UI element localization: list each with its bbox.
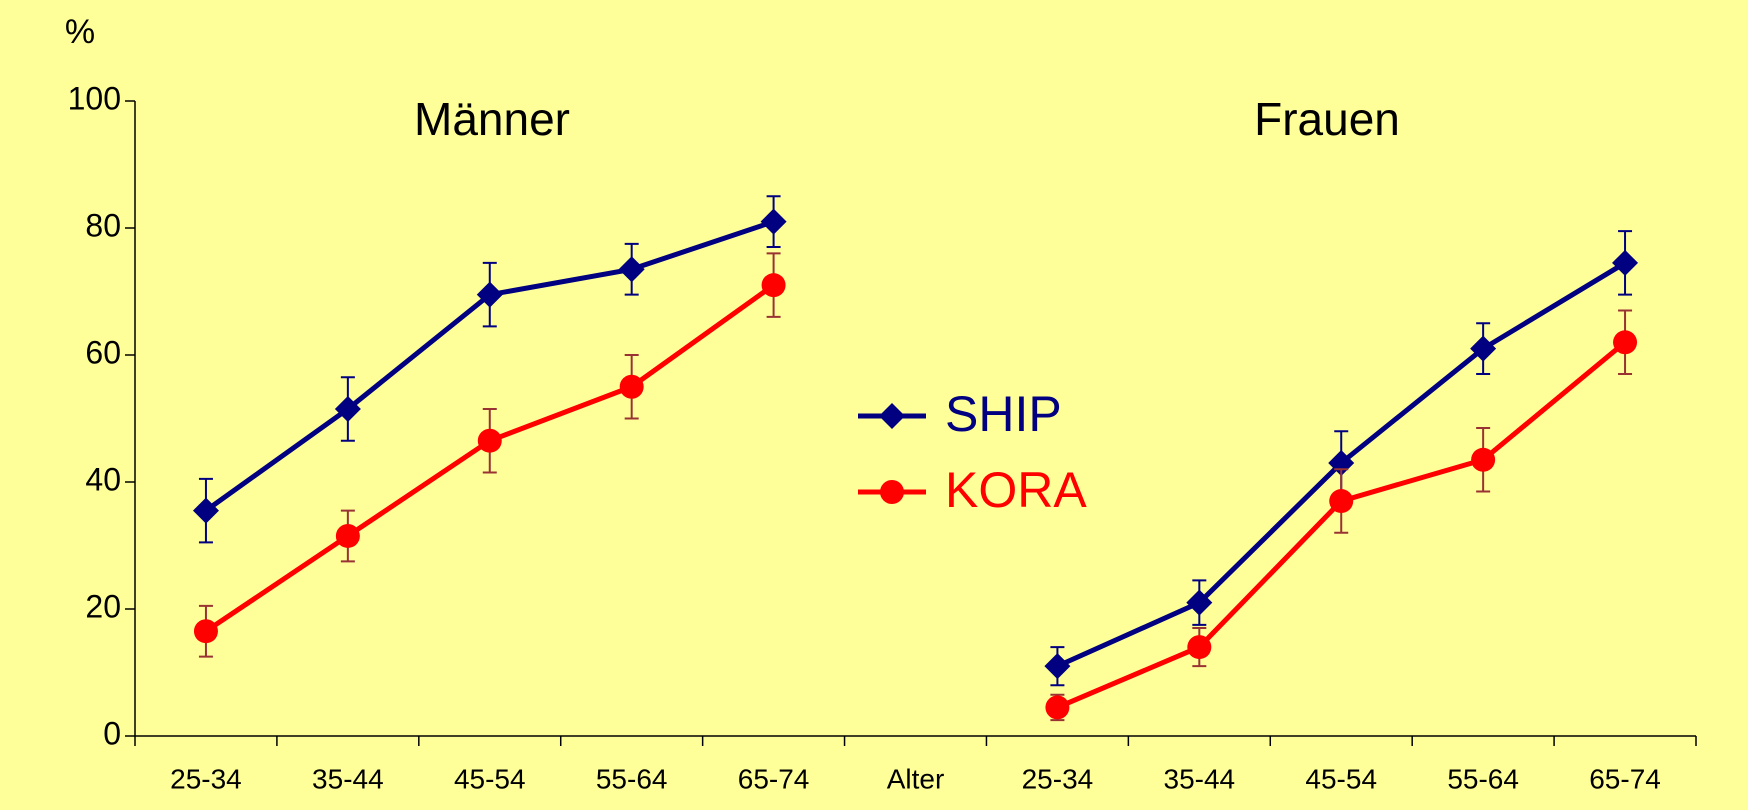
y-axis-label: % bbox=[65, 13, 95, 51]
data-point bbox=[476, 281, 503, 308]
data-point bbox=[1612, 249, 1639, 276]
legend-marker bbox=[880, 480, 904, 504]
x-tick-label: 35-44 bbox=[1164, 763, 1236, 794]
legend-label: KORA bbox=[945, 462, 1087, 518]
data-point bbox=[335, 523, 360, 548]
data-point bbox=[1186, 589, 1213, 616]
x-tick-label: 25-34 bbox=[1022, 763, 1094, 794]
y-tick-label: 60 bbox=[85, 334, 121, 370]
y-tick-label: 0 bbox=[103, 715, 121, 751]
data-point bbox=[618, 256, 645, 283]
y-tick-label: 40 bbox=[85, 461, 121, 497]
data-point bbox=[334, 395, 361, 422]
x-tick-label: Alter bbox=[887, 763, 945, 794]
x-tick-label: 55-64 bbox=[596, 763, 668, 794]
y-tick-label: 20 bbox=[85, 588, 121, 624]
y-tick-label: 100 bbox=[68, 80, 121, 116]
data-point bbox=[1045, 695, 1070, 720]
x-tick-label: 45-54 bbox=[454, 763, 526, 794]
data-point bbox=[1613, 330, 1638, 355]
data-point bbox=[1471, 447, 1496, 472]
data-point bbox=[1187, 635, 1212, 660]
legend-marker bbox=[879, 403, 905, 429]
data-point bbox=[761, 273, 786, 298]
data-point bbox=[1329, 489, 1354, 514]
x-tick-label: 45-54 bbox=[1305, 763, 1377, 794]
series-line bbox=[204, 219, 1627, 669]
x-tick-label: 25-34 bbox=[170, 763, 242, 794]
data-point bbox=[1044, 653, 1071, 680]
data-point bbox=[193, 619, 218, 644]
x-tick-label: 55-64 bbox=[1447, 763, 1519, 794]
data-point bbox=[477, 428, 502, 453]
series-line bbox=[204, 283, 1627, 710]
data-point bbox=[760, 208, 787, 235]
x-tick-label: 35-44 bbox=[312, 763, 384, 794]
data-point bbox=[192, 497, 219, 524]
data-point bbox=[619, 374, 644, 399]
x-tick-label: 65-74 bbox=[1589, 763, 1661, 794]
x-tick-label: 65-74 bbox=[738, 763, 810, 794]
data-point bbox=[1470, 335, 1497, 362]
y-tick-label: 80 bbox=[85, 207, 121, 243]
legend-label: SHIP bbox=[945, 386, 1062, 442]
panel-label: Männer bbox=[414, 93, 570, 145]
panel-label: Frauen bbox=[1254, 93, 1400, 145]
